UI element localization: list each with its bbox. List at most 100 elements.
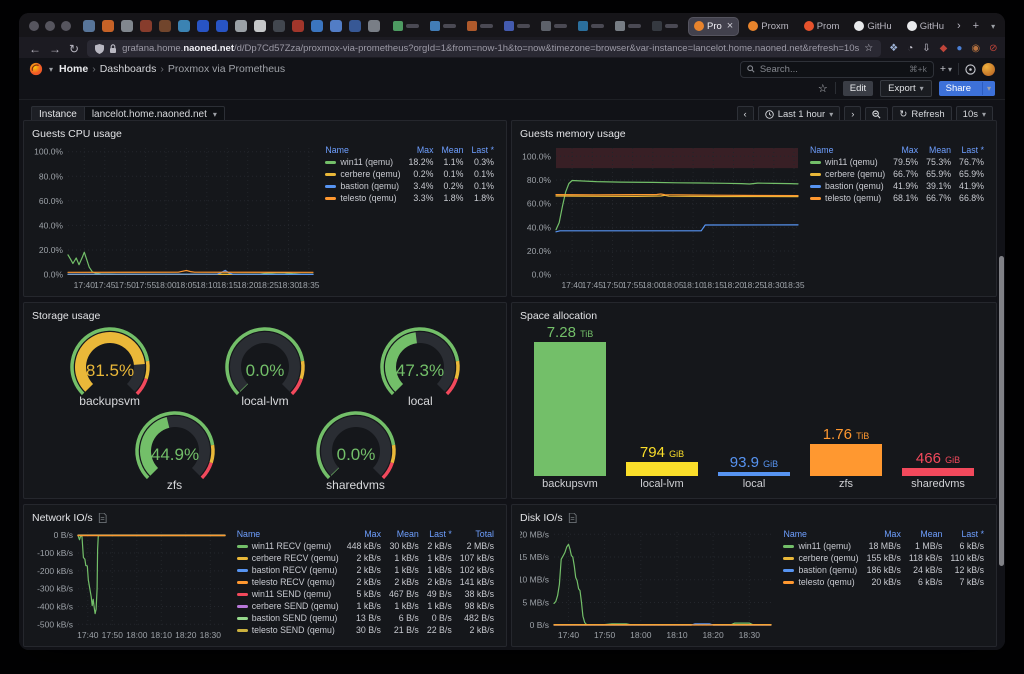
- legend-header[interactable]: Mean: [396, 529, 419, 539]
- pinned-tab-favicon[interactable]: [330, 20, 342, 32]
- reload-button[interactable]: ↻: [69, 41, 80, 56]
- pinned-tab-favicon[interactable]: [102, 20, 114, 32]
- news-icon[interactable]: [965, 63, 976, 75]
- background-tab[interactable]: [649, 19, 681, 33]
- series-name[interactable]: telesto (qemu): [321, 192, 404, 204]
- bookmark-star-icon[interactable]: ☆: [864, 43, 874, 54]
- share-options-chevron-icon[interactable]: ▾: [981, 81, 995, 95]
- browser-tab[interactable]: Proxm: [743, 18, 793, 35]
- pinned-tab-favicon[interactable]: [254, 20, 266, 32]
- panel-title[interactable]: Space allocation: [520, 309, 598, 322]
- org-menu-chevron-icon[interactable]: ▾: [49, 64, 54, 74]
- list-all-tabs-icon[interactable]: ▾: [991, 21, 996, 31]
- grafana-logo[interactable]: [29, 62, 43, 76]
- legend-header[interactable]: Last *: [429, 529, 452, 539]
- series-name[interactable]: cerbere SEND (qemu): [233, 600, 343, 612]
- legend-header[interactable]: Name: [810, 145, 834, 155]
- url-bar[interactable]: grafana.home. naoned.net/d/Dp7Cd57Zza/pro…: [87, 40, 882, 57]
- series-name[interactable]: bastion (qemu): [806, 180, 889, 192]
- add-new-button[interactable]: + ▾: [939, 63, 952, 75]
- disk-io-chart[interactable]: 0 B/s 5 MB/s 10 MB/s 15 MB/s 20 MB/s 17:40 17:…: [520, 526, 779, 640]
- legend-header[interactable]: Max: [884, 529, 901, 539]
- cpu-usage-chart[interactable]: 0.0% 20.0% 40.0% 60.0% 80.0% 100.0% 17:40 17:45…: [32, 142, 321, 290]
- pinned-tab-favicon[interactable]: [216, 20, 228, 32]
- network-io-chart[interactable]: 0 B/s -100 kB/s -200 kB/s -300 kB/s -400 kB/…: [32, 526, 233, 640]
- series-name[interactable]: win11 (qemu): [779, 540, 862, 552]
- series-name[interactable]: cerbere (qemu): [321, 168, 404, 180]
- series-name[interactable]: win11 SEND (qemu): [233, 588, 343, 600]
- user-avatar[interactable]: [982, 62, 995, 76]
- container-icon[interactable]: ●: [956, 43, 963, 54]
- adblock-icon[interactable]: ◆: [939, 43, 948, 54]
- series-name[interactable]: telesto RECV (qemu): [233, 576, 343, 588]
- background-tab[interactable]: [501, 19, 533, 33]
- share-button[interactable]: Share ▾: [938, 80, 995, 96]
- series-name[interactable]: cerbere RECV (qemu): [233, 552, 343, 564]
- downloads-icon[interactable]: ⇩: [922, 43, 931, 54]
- panel-description-icon[interactable]: [568, 512, 577, 523]
- breadcrumb-item[interactable]: Proxmox via Prometheus: [167, 63, 286, 75]
- maximize-window-button[interactable]: [61, 21, 71, 31]
- series-name[interactable]: bastion SEND (qemu): [233, 612, 343, 624]
- panel-description-icon[interactable]: [98, 512, 107, 523]
- pinned-tab-favicon[interactable]: [292, 20, 304, 32]
- legend-header[interactable]: Last *: [961, 145, 985, 155]
- back-button[interactable]: ←: [29, 41, 41, 56]
- panel-title[interactable]: Disk IO/s: [520, 509, 988, 526]
- legend-header[interactable]: Last *: [961, 529, 985, 539]
- series-name[interactable]: win11 (qemu): [806, 156, 889, 168]
- tab-scroll-right-icon[interactable]: ›: [956, 20, 961, 32]
- export-button[interactable]: Export ▾: [880, 79, 932, 97]
- page-scrollbar[interactable]: [999, 256, 1004, 566]
- legend-header[interactable]: Mean: [441, 145, 464, 155]
- memory-usage-chart[interactable]: 0.0% 20.0% 40.0% 60.0% 80.0% 100.0% 17:40 17:45…: [520, 142, 806, 290]
- pinned-tab-favicon[interactable]: [311, 20, 323, 32]
- series-name[interactable]: telesto (qemu): [779, 576, 862, 588]
- browser-tab[interactable]: Prom: [799, 18, 845, 35]
- browser-tab[interactable]: GitHu: [849, 18, 896, 35]
- legend-header[interactable]: Name: [236, 529, 261, 539]
- legend-header[interactable]: Max: [364, 529, 381, 539]
- pinned-tab-favicon[interactable]: [273, 20, 285, 32]
- search-input[interactable]: Search... ⌘+k: [739, 60, 934, 78]
- pinned-tab-favicon[interactable]: [83, 20, 95, 32]
- series-name[interactable]: telesto SEND (qemu): [233, 624, 343, 636]
- pinned-tab-favicon[interactable]: [140, 20, 152, 32]
- minimize-window-button[interactable]: [45, 21, 55, 31]
- background-tab[interactable]: [427, 19, 459, 33]
- series-name[interactable]: telesto (qemu): [806, 192, 889, 204]
- legend-header[interactable]: Max: [901, 145, 919, 155]
- legend-header[interactable]: Mean: [920, 529, 943, 539]
- series-name[interactable]: win11 RECV (qemu): [233, 540, 343, 552]
- legend-header[interactable]: Last *: [471, 145, 495, 155]
- panel-title[interactable]: Guests memory usage: [520, 127, 626, 140]
- breadcrumb-item[interactable]: Dashboards: [99, 63, 157, 75]
- new-tab-button[interactable]: +: [972, 20, 980, 32]
- legend-header[interactable]: Name: [783, 529, 807, 539]
- panel-title[interactable]: Storage usage: [32, 309, 101, 322]
- password-manager-icon[interactable]: ◉: [971, 43, 981, 54]
- close-window-button[interactable]: [29, 21, 39, 31]
- pinned-tab-favicon[interactable]: [178, 20, 190, 32]
- background-tab[interactable]: [390, 19, 422, 33]
- browser-tab[interactable]: GitHu: [902, 18, 949, 35]
- legend-header[interactable]: Name: [325, 145, 349, 155]
- pinned-tab-favicon[interactable]: [349, 20, 361, 32]
- edit-button[interactable]: Edit: [842, 80, 874, 96]
- favorite-dashboard-icon[interactable]: ☆: [817, 82, 828, 95]
- breadcrumb-item[interactable]: Home: [59, 63, 89, 75]
- extensions-icon[interactable]: ❖: [889, 43, 899, 54]
- background-tab[interactable]: [464, 19, 496, 33]
- forward-button[interactable]: →: [49, 41, 61, 56]
- series-name[interactable]: cerbere (qemu): [779, 552, 862, 564]
- series-name[interactable]: bastion RECV (qemu): [233, 564, 343, 576]
- pinned-tab-favicon[interactable]: [368, 20, 380, 32]
- pinned-tab-favicon[interactable]: [159, 20, 171, 32]
- series-name[interactable]: cerbere (qemu): [806, 168, 889, 180]
- background-tab[interactable]: [575, 19, 607, 33]
- series-name[interactable]: win11 (qemu): [321, 156, 404, 168]
- pinned-tab-favicon[interactable]: [235, 20, 247, 32]
- background-tab[interactable]: [538, 19, 570, 33]
- tracking-protection-icon[interactable]: ⊘: [989, 43, 998, 54]
- pinned-tab-favicon[interactable]: [197, 20, 209, 32]
